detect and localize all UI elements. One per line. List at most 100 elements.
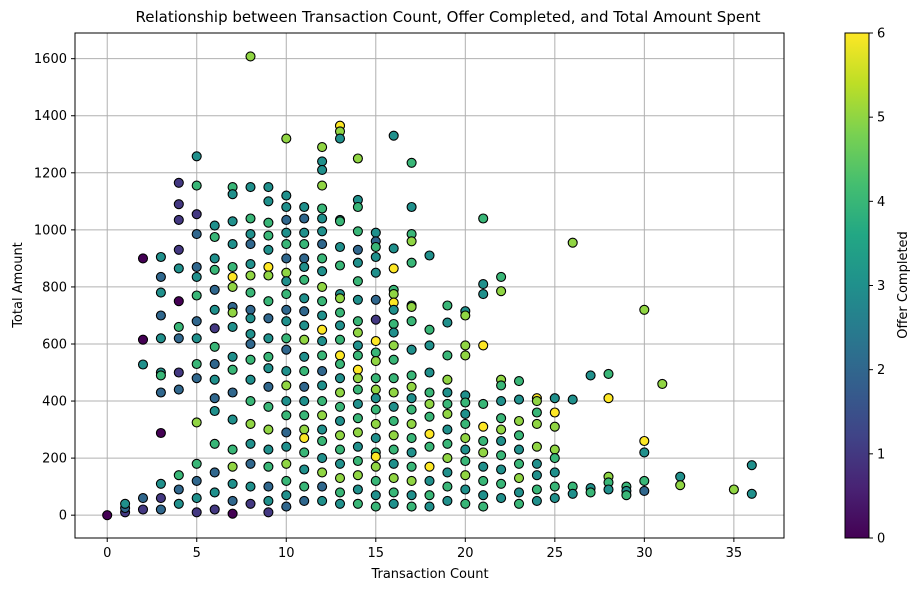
data-point [281,441,292,452]
data-point [191,507,202,518]
data-point [317,142,328,153]
data-point [460,455,471,467]
data-point [675,471,686,482]
data-point [352,244,363,255]
data-point [299,433,310,444]
data-point [173,177,184,188]
data-point [299,239,310,250]
data-point [137,504,149,515]
data-point [406,257,417,268]
data-point [334,293,346,304]
data-point [191,316,202,327]
data-point [388,415,399,427]
data-point [245,182,256,193]
data-point [424,428,435,439]
data-point [245,396,256,407]
data-point [263,182,274,193]
data-point [317,164,328,175]
data-point [334,334,346,345]
data-point [191,373,202,384]
data-point [299,366,310,377]
x-tick-label: 15 [368,546,385,561]
data-point [352,413,363,424]
data-point [424,475,435,486]
data-point [263,333,274,344]
data-point [299,201,310,213]
data-point [334,373,346,384]
data-point [531,470,542,481]
data-point [442,387,453,398]
data-point [424,441,435,452]
data-point [442,453,453,464]
data-point [209,405,220,417]
data-point [209,284,220,295]
x-tick-label: 5 [193,546,201,561]
data-point [370,314,381,325]
data-point [299,381,310,392]
data-point [531,495,542,506]
data-point [155,251,166,263]
data-point [370,241,381,253]
y-tick-label: 800 [42,280,67,295]
data-point [639,435,650,447]
data-point [496,271,507,282]
data-point [513,458,525,469]
data-point [406,316,417,327]
data-point [513,394,525,405]
data-point [513,487,525,498]
data-point [352,316,363,327]
data-point [352,201,363,213]
data-point [388,373,399,384]
data-point [370,373,381,384]
data-point [370,227,381,238]
colorbar-tick-label: 6 [877,27,885,42]
data-point [299,495,310,506]
data-point [317,336,328,347]
data-point [155,271,166,282]
data-point [442,424,453,435]
data-point [209,393,220,404]
data-point [352,327,363,338]
data-point [173,263,184,274]
data-point [191,358,202,370]
data-point [496,464,507,475]
data-point [227,495,238,506]
data-point [370,418,381,429]
data-point [299,464,310,475]
data-point [245,270,256,281]
data-point [263,481,274,492]
y-axis-ticks: 0 200 400 600 800 1000 1200 1400 1600 [34,52,75,524]
data-point [370,433,381,444]
data-point [478,475,489,486]
data-point [317,424,328,435]
data-point [209,264,220,275]
x-tick-label: 10 [278,546,295,561]
y-tick-label: 1600 [34,52,67,67]
data-point [317,453,328,464]
data-point [460,397,471,408]
data-point [245,374,256,385]
data-point [478,501,489,512]
data-point [334,444,346,455]
data-point [155,504,166,515]
data-point [299,227,310,238]
data-point [424,398,435,409]
data-point [263,351,274,362]
data-point [388,327,399,338]
data-point [281,380,292,391]
data-point [227,387,238,398]
data-point [227,364,238,375]
data-point [352,340,363,351]
data-point [334,241,346,253]
plot-area-frame [74,32,785,539]
data-point [281,396,292,407]
data-point [478,340,489,351]
data-point [245,239,256,250]
x-axis-label: Transaction Count [370,567,488,582]
data-point [442,408,453,419]
data-point [173,470,184,481]
grid-lines [75,33,784,538]
colorbar-tick-label: 2 [877,363,885,378]
data-point [281,201,292,213]
data-point [478,461,489,472]
